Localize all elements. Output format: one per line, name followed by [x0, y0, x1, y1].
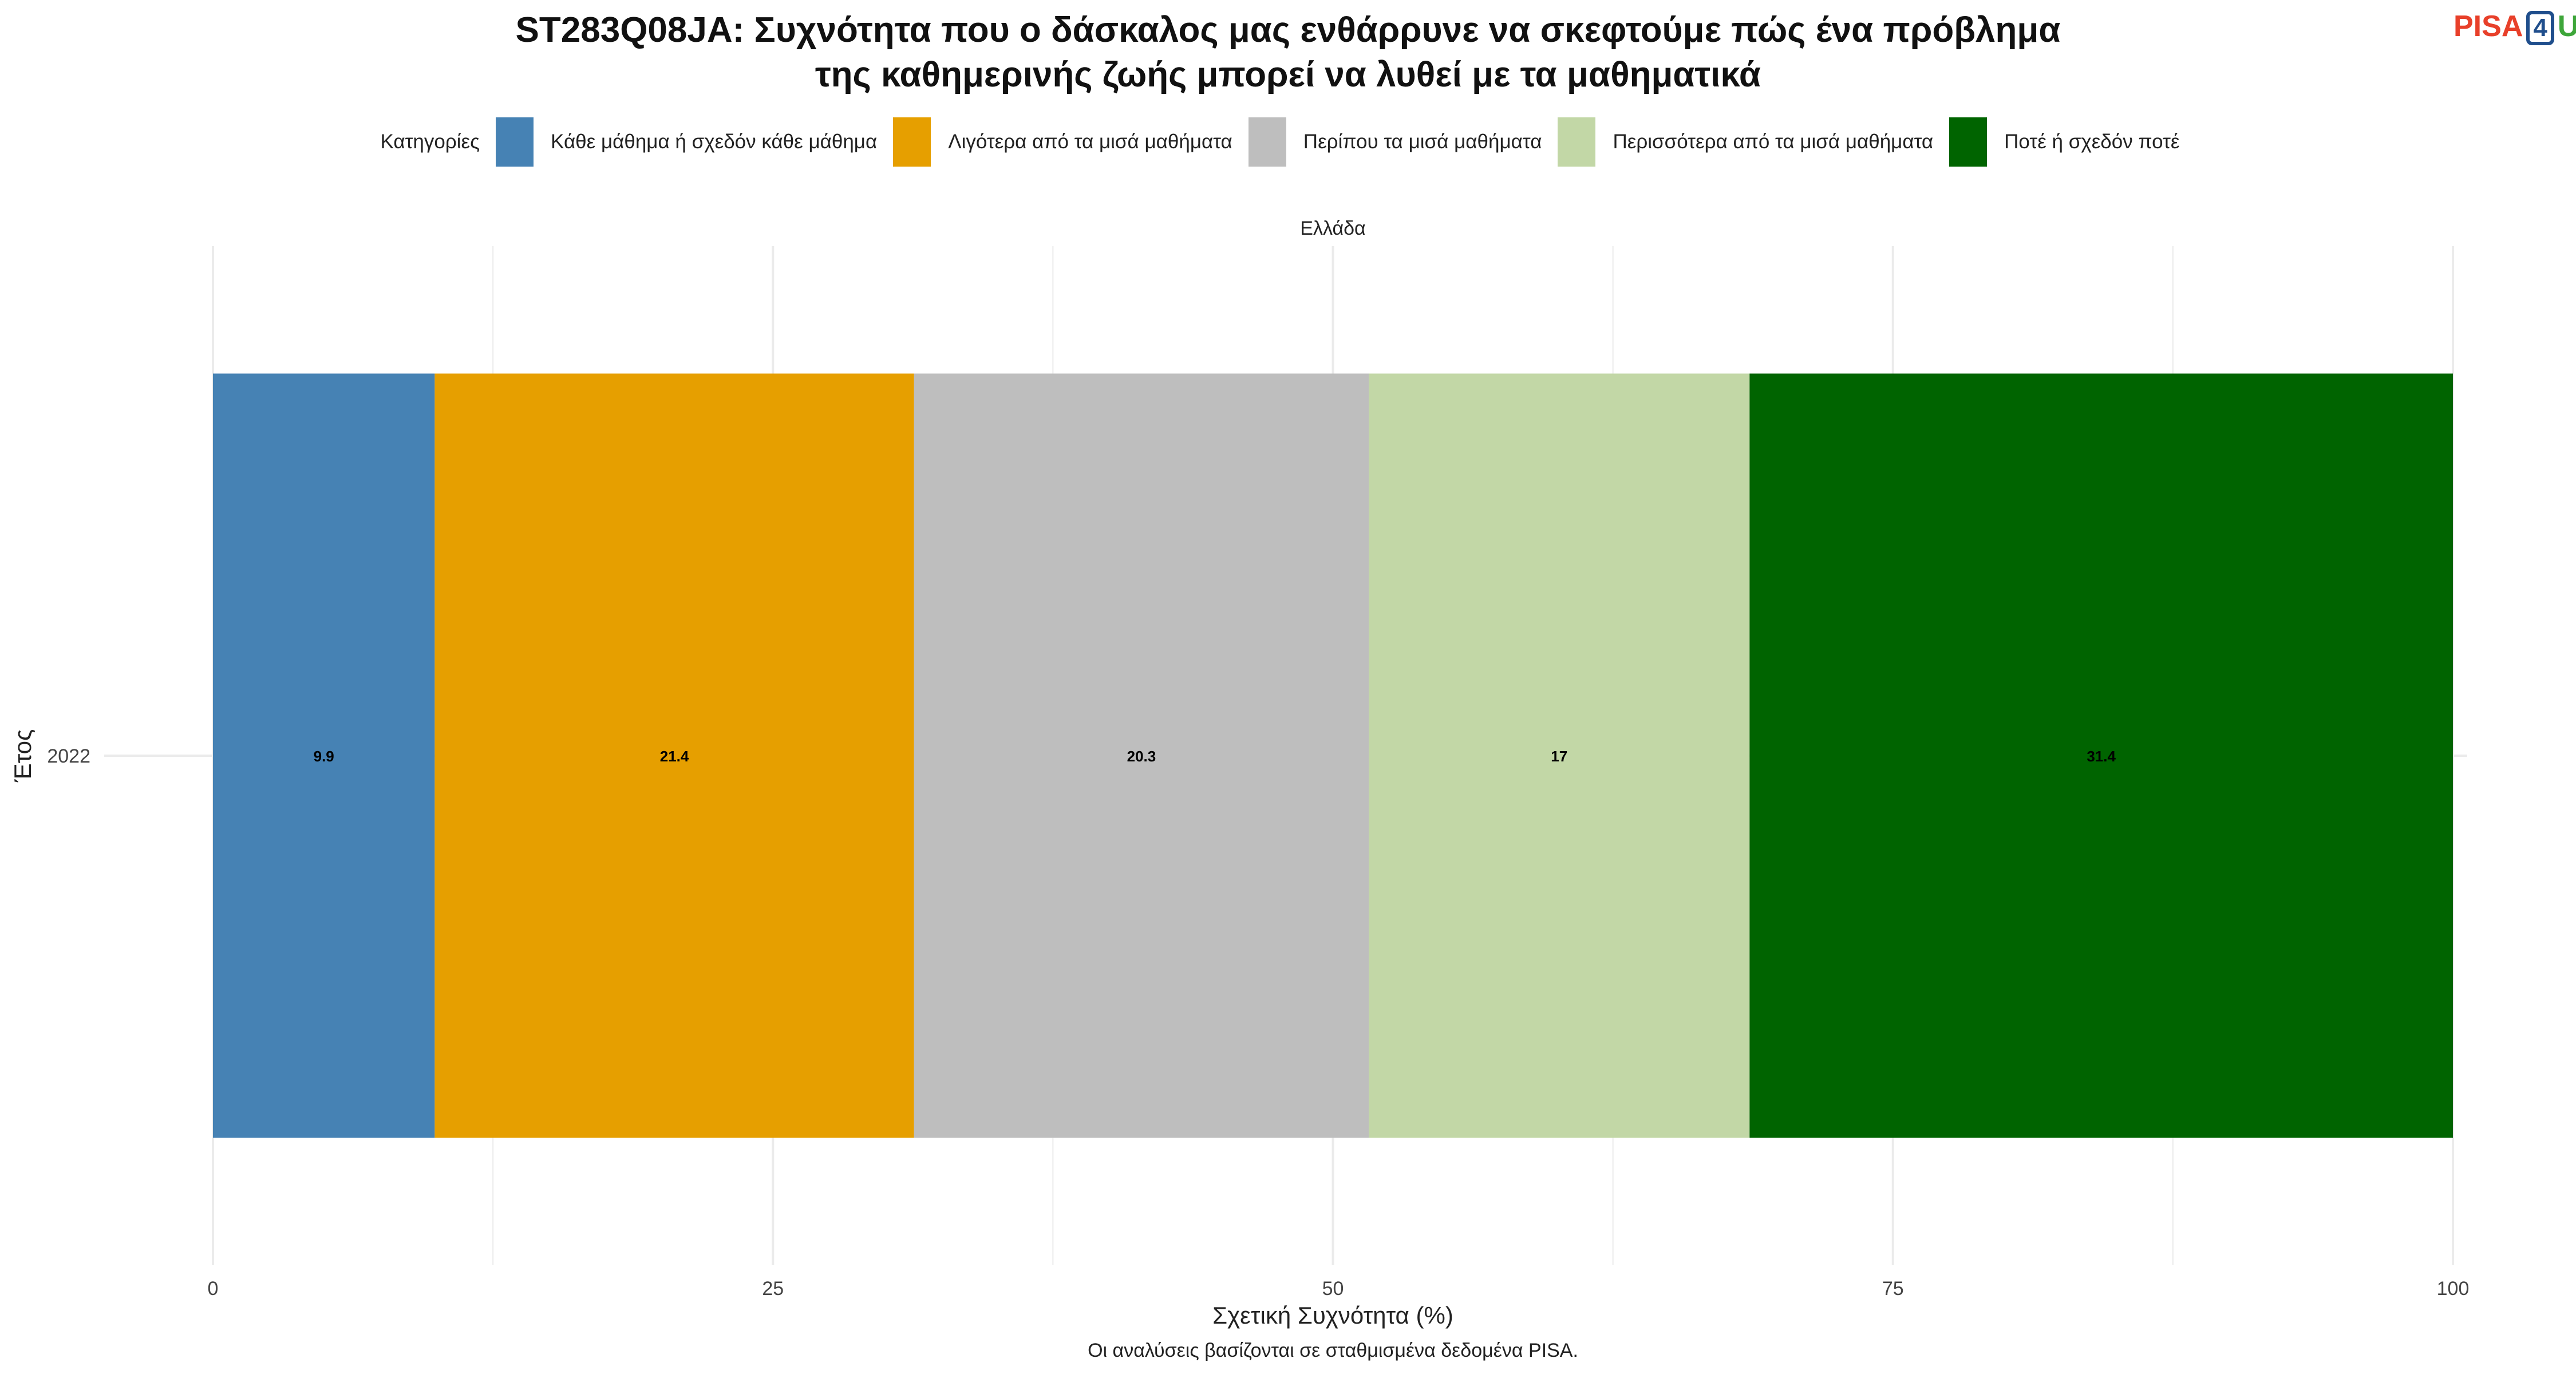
data-label: 20.3 — [1127, 748, 1156, 765]
bar-segment — [1749, 373, 2453, 1138]
legend-swatch — [893, 117, 931, 167]
legend-swatch — [1949, 117, 1988, 167]
logo-text-u: U — [2557, 10, 2576, 43]
bar-segment — [914, 373, 1369, 1138]
bar-segment — [213, 373, 435, 1138]
data-label: 9.9 — [314, 748, 334, 765]
data-label: 31.4 — [2087, 748, 2116, 765]
data-label: 17 — [1551, 748, 1567, 765]
logo-text-pisa: PISA — [2453, 10, 2523, 43]
chart-title-line-1: ST283Q08JA: Συχνότητα που ο δάσκαλος μας… — [515, 10, 2061, 50]
x-axis-title: Σχετική Συχνότητα (%) — [1212, 1302, 1453, 1329]
y-axis-title: Έτος — [9, 729, 36, 783]
y-tick-label: 2022 — [47, 745, 90, 767]
bar-segment — [434, 373, 914, 1138]
legend-label: Λιγότερα από τα μισά μαθήματα — [948, 131, 1232, 153]
pisa4u-logo: PISA 4 U — [2453, 9, 2576, 45]
legend-title: Κατηγορίες — [380, 131, 480, 153]
legend-label: Περίπου τα μισά μαθήματα — [1303, 131, 1542, 153]
legend-label: Κάθε μάθημα ή σχεδόν κάθε μάθημα — [551, 131, 878, 153]
x-tick-label: 0 — [208, 1278, 219, 1300]
x-tick-label: 100 — [2437, 1278, 2470, 1300]
x-tick-label: 75 — [1882, 1278, 1904, 1300]
legend-item: Λιγότερα από τα μισά μαθήματα — [893, 117, 1232, 167]
legend-swatch — [496, 117, 534, 167]
legend-item: Κάθε μάθημα ή σχεδόν κάθε μάθημα — [496, 117, 877, 167]
legend-label: Περισσότερα από τα μισά μαθήματα — [1613, 131, 1934, 153]
logo-text-four: 4 — [2526, 11, 2554, 45]
x-tick-label: 50 — [1322, 1278, 1344, 1300]
legend-swatch — [1248, 117, 1286, 167]
chart-title-line-2: της καθημερινής ζωής μπορεί να λυθεί με … — [815, 55, 1761, 94]
legend-item: Περίπου τα μισά μαθήματα — [1248, 117, 1542, 167]
chart-caption: Οι αναλύσεις βασίζονται σε σταθμισμένα δ… — [1088, 1340, 1578, 1361]
legend-swatch — [1558, 117, 1596, 167]
legend-item: Ποτέ ή σχεδόν ποτέ — [1949, 117, 2180, 167]
legend-label: Ποτέ ή σχεδόν ποτέ — [2004, 131, 2180, 153]
bar-segment — [1369, 373, 1750, 1138]
facet-label: Ελλάδα — [1300, 218, 1365, 239]
x-tick-label: 25 — [762, 1278, 784, 1300]
legend-item: Περισσότερα από τα μισά μαθήματα — [1558, 117, 1933, 167]
data-label: 21.4 — [660, 748, 689, 765]
legend: Κατηγορίες Κάθε μάθημα ή σχεδόν κάθε μάθ… — [0, 117, 2576, 167]
chart-title: ST283Q08JA: Συχνότητα που ο δάσκαλος μας… — [0, 8, 2576, 97]
